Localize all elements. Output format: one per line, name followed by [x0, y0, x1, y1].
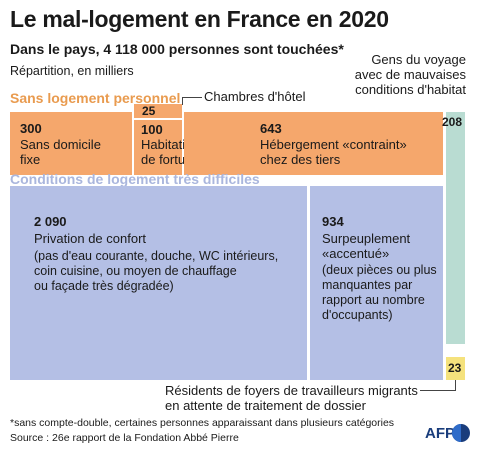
value-sans-domicile-fixe: 300 — [20, 121, 42, 136]
value-chambres-hotel: 25 — [142, 104, 156, 118]
callout-line-hotel-vertical — [182, 97, 183, 105]
chart-title: Le mal-logement en France en 2020 — [10, 6, 389, 32]
label-sans-domicile-fixe-1: Sans domicile — [20, 137, 101, 152]
label-hebergement-contraint-1: Hébergement «contraint» — [260, 137, 407, 152]
cell-foyers-travailleurs: 23 — [446, 357, 465, 380]
cell-sans-domicile-fixe: 300 Sans domicile fixe — [10, 112, 132, 175]
afp-logo-text: AFP — [425, 425, 455, 442]
sub-privation-confort-1: (pas d'eau courante, douche, WC intérieu… — [34, 249, 279, 263]
callout-foyers-1: Résidents de foyers de travailleurs migr… — [165, 383, 418, 398]
unit-note: Répartition, en milliers — [10, 64, 134, 78]
label-sans-domicile-fixe-2: fixe — [20, 152, 41, 167]
value-gens-du-voyage: 208 — [442, 115, 463, 129]
sub-privation-confort-2: coin cuisine, ou moyen de chauffage — [34, 264, 237, 278]
value-privation-confort: 2 090 — [34, 214, 67, 229]
cell-chambres-hotel: 25 — [134, 104, 182, 118]
callout-line-foyers-vertical — [455, 380, 456, 391]
label-surpeuplement-1: Surpeuplement — [322, 231, 411, 246]
callout-foyers-2: en attente de traitement de dossier — [165, 398, 366, 413]
callout-line-foyers — [420, 390, 456, 391]
chart-subtitle: Dans le pays, 4 118 000 personnes sont t… — [10, 41, 344, 57]
callout-gens-du-voyage-3: conditions d'habitat — [355, 82, 466, 97]
value-surpeuplement: 934 — [322, 214, 344, 229]
source-note: Source : 26e rapport de la Fondation Abb… — [10, 432, 239, 444]
cell-surpeuplement: 934 Surpeuplement «accentué» (deux pièce… — [310, 186, 443, 380]
callout-chambres-hotel: Chambres d'hôtel — [204, 89, 306, 104]
footnote: *sans compte-double, certaines personnes… — [10, 417, 395, 429]
value-foyers-travailleurs: 23 — [448, 361, 462, 375]
category-label-no-housing: Sans logement personnel — [10, 90, 181, 106]
sub-surpeuplement-3: rapport au nombre — [322, 293, 425, 307]
sub-surpeuplement-1: (deux pièces ou plus — [322, 263, 437, 277]
value-hebergement-contraint: 643 — [260, 121, 282, 136]
callout-gens-du-voyage-1: Gens du voyage — [371, 52, 466, 67]
cell-privation-confort: 2 090 Privation de confort (pas d'eau co… — [10, 186, 307, 380]
afp-logo-icon — [452, 424, 470, 442]
cell-gens-du-voyage — [446, 112, 465, 344]
cell-hebergement-contraint: 643 Hébergement «contraint» chez des tie… — [184, 112, 443, 175]
label-surpeuplement-2: «accentué» — [322, 246, 390, 261]
label-hebergement-contraint-2: chez des tiers — [260, 152, 341, 167]
cell-habitations-fortune: 100 Habitations de fortune — [134, 120, 206, 175]
label-privation-confort: Privation de confort — [34, 231, 147, 246]
sub-surpeuplement-4: d'occupants) — [322, 308, 393, 322]
sub-surpeuplement-2: manquantes par — [322, 278, 413, 292]
callout-line-hotel — [182, 97, 202, 98]
value-habitations-fortune: 100 — [141, 122, 163, 137]
category-label-difficult: Conditions de logement très difficiles — [10, 171, 260, 187]
sub-privation-confort-3: ou façade très dégradée) — [34, 279, 174, 293]
callout-gens-du-voyage-2: avec de mauvaises — [354, 67, 466, 82]
